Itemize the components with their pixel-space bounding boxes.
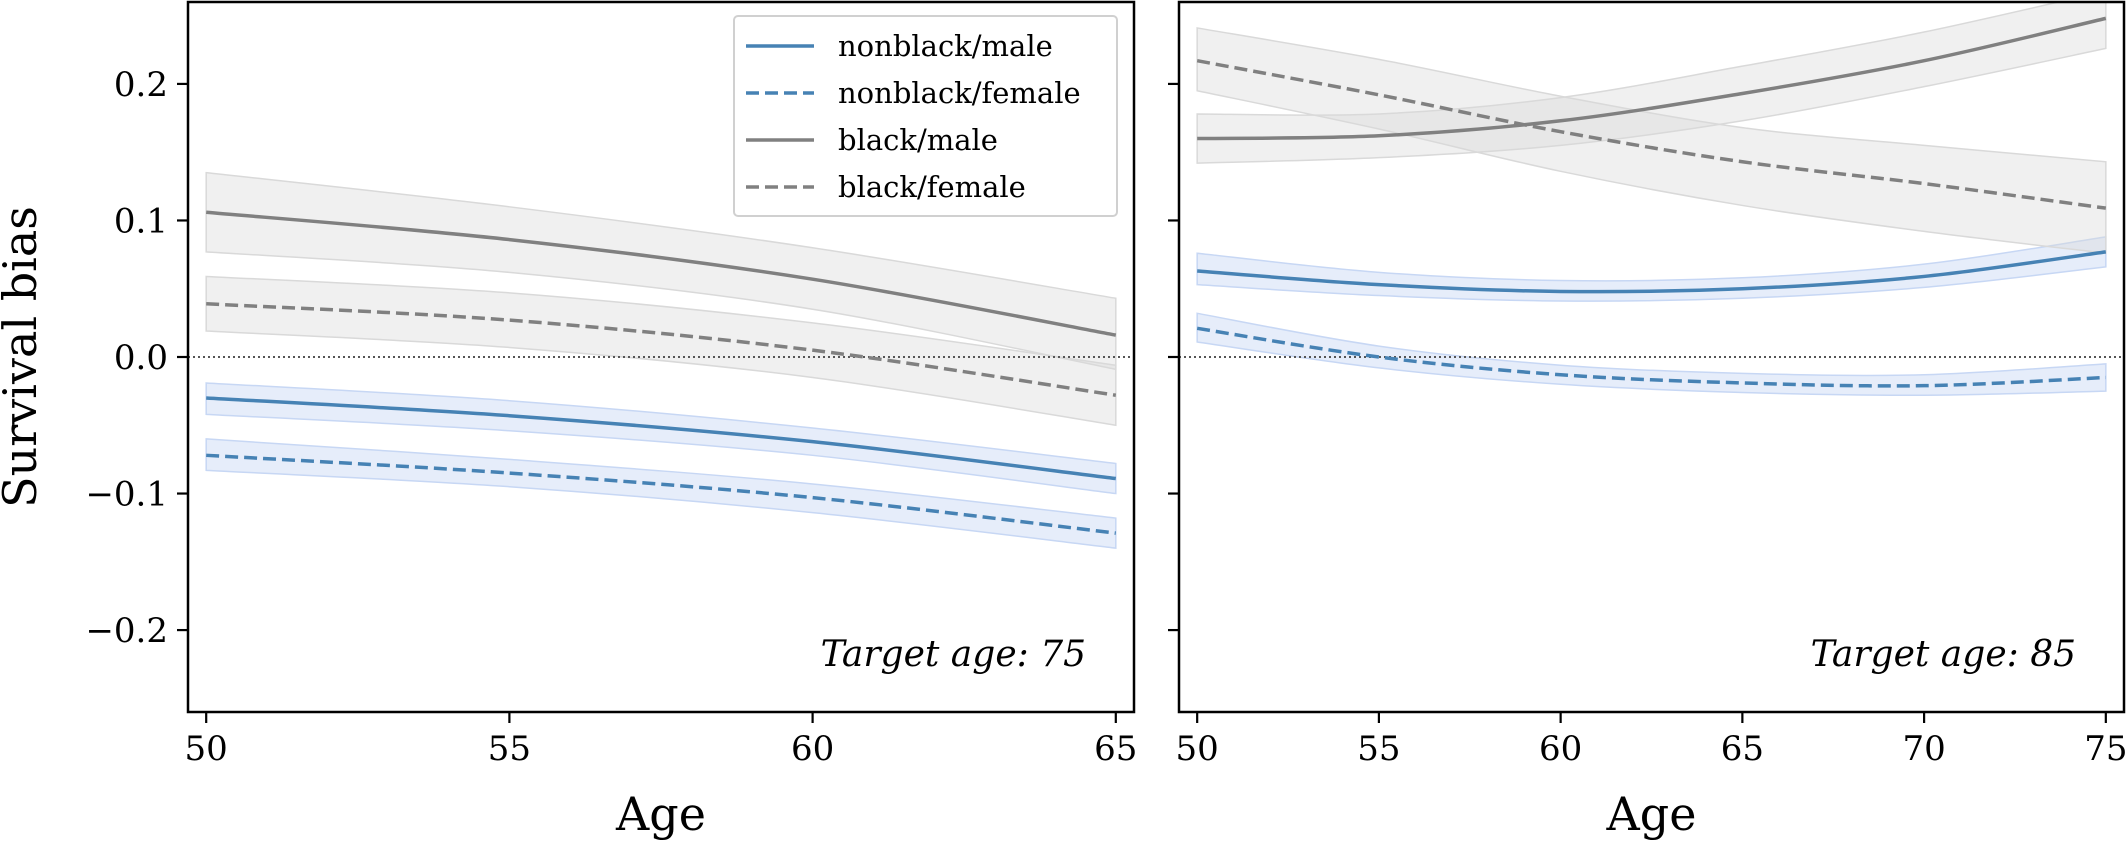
target-age-annotation: Target age: 75 [821, 634, 1086, 675]
y-tick-label: 0.2 [114, 65, 168, 105]
legend: nonblack/male nonblack/female black/male bl… [733, 15, 1118, 217]
legend-label-black-male: black/male [838, 123, 998, 157]
series-line-nonblack-male [206, 396, 1117, 481]
x-tick-label: 55 [1357, 729, 1400, 769]
legend-label-nonblack-male: nonblack/male [838, 29, 1053, 63]
x-tick-label: 70 [1902, 729, 1945, 769]
y-tick-label: −0.2 [85, 611, 168, 651]
y-tick-label: 0.1 [114, 201, 168, 241]
legend-label-black-female: black/female [838, 170, 1026, 204]
series-line-nonblack-male [1197, 250, 2107, 294]
x-tick-label: 60 [791, 729, 834, 769]
y-tick-label: −0.1 [85, 475, 168, 515]
x-tick-label: 50 [185, 729, 228, 769]
x-axis-title: Age [615, 787, 706, 841]
y-axis-title: Survival bias [0, 206, 47, 508]
x-tick-label: 55 [488, 729, 531, 769]
target-age-annotation: Target age: 85 [1811, 634, 2076, 675]
x-tick-label: 65 [1094, 729, 1137, 769]
panel-target-age-85: 50 55 60 65 70 75 Target age: 85 Age [1168, 0, 2127, 841]
confidence-band-nonblack-male [1196, 235, 2107, 302]
legend-label-nonblack-female: nonblack/female [838, 76, 1081, 110]
x-axis-title: Age [1606, 787, 1697, 841]
series-line-black-female [1196, 58, 2107, 210]
confidence-band-nonblack-female [1196, 312, 2107, 397]
series-line-black-female [206, 302, 1117, 397]
x-tick-label: 75 [2084, 729, 2127, 769]
series-line-black-male [1197, 16, 2107, 141]
confidence-band-black-female [205, 275, 1117, 427]
series-line-nonblack-female [206, 453, 1117, 535]
y-tick-label: 0.0 [114, 338, 168, 378]
series-line-black-male [206, 210, 1117, 337]
series-line-nonblack-female [1196, 326, 2106, 388]
legend-box [733, 15, 1118, 217]
confidence-band-black-male [1196, 2, 2107, 164]
x-tick-label: 65 [1721, 729, 1764, 769]
confidence-band-nonblack-female [205, 438, 1117, 549]
x-tick-label: 50 [1176, 729, 1219, 769]
panel-target-age-75: 50 55 60 65 −0.2 −0.1 0.0 0.1 0.2 Target age: 75… [0, 0, 1137, 841]
x-tick-label: 60 [1539, 729, 1582, 769]
